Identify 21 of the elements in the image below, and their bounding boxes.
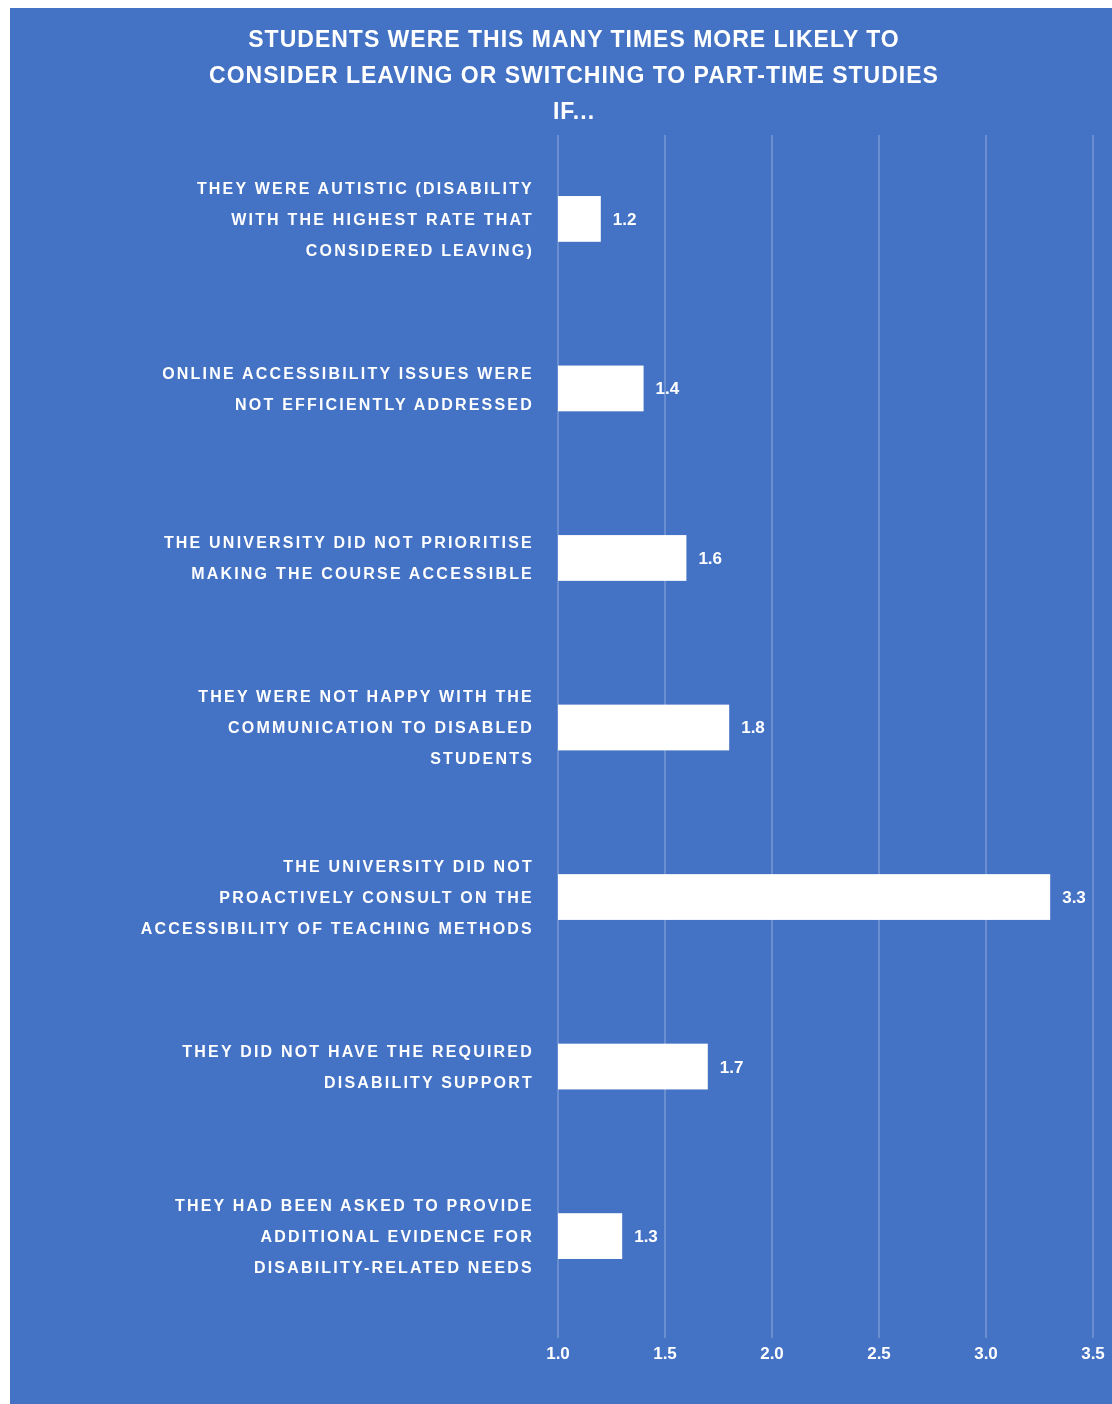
data-label: 1.3 bbox=[634, 1227, 658, 1247]
data-label: 1.8 bbox=[741, 718, 765, 738]
y-tick-label: THEY DID NOT HAVE THE REQUIRED DISABILITY SUPPORT bbox=[182, 1042, 534, 1091]
data-label: 1.6 bbox=[698, 548, 723, 568]
x-tick-label: 1.0 bbox=[546, 1343, 570, 1363]
data-label: 1.2 bbox=[612, 209, 637, 229]
chart-title: STUDENTS WERE THIS MANY TIMES MORE LIKELY TO CONSIDER LEAVING OR SWITCHING TO PART-TIME STUDIES IF... bbox=[209, 26, 939, 124]
x-tick-label: 2.0 bbox=[760, 1343, 784, 1363]
data-label: 3.3 bbox=[1062, 887, 1086, 907]
y-tick-label: ONLINE ACCESSIBILITY ISSUES WERE NOT EFFICIENTLY ADDRESSED bbox=[162, 364, 534, 413]
data-label: 1.7 bbox=[719, 1057, 744, 1077]
y-tick-label: THE UNIVERSITY DID NOT PROACTIVELY CONSULT ON THE ACCESSIBILITY OF TEACHING METHODS bbox=[140, 857, 534, 937]
x-tick-label: 1.5 bbox=[653, 1343, 677, 1363]
y-tick-label: THEY HAD BEEN ASKED TO PROVIDE ADDITIONAL EVIDENCE FOR DISABILITY-RELATED NEEDS bbox=[174, 1196, 534, 1276]
x-tick-label: 3.0 bbox=[974, 1343, 998, 1363]
y-tick-label: THEY WERE NOT HAPPY WITH THE COMMUNICATION TO DISABLED STUDENTS bbox=[198, 688, 534, 768]
data-label: 1.4 bbox=[655, 379, 680, 399]
y-tick-label: THEY WERE AUTISTIC (DISABILITY WITH THE HIGHEST RATE THAT CONSIDERED LEAVING) bbox=[196, 179, 534, 259]
y-tick-label: THE UNIVERSITY DID NOT PRIORITISE MAKING THE COURSE ACCESSIBLE bbox=[163, 534, 534, 583]
x-tick-label: 3.5 bbox=[1081, 1343, 1105, 1363]
x-tick-label: 2.5 bbox=[867, 1343, 891, 1363]
